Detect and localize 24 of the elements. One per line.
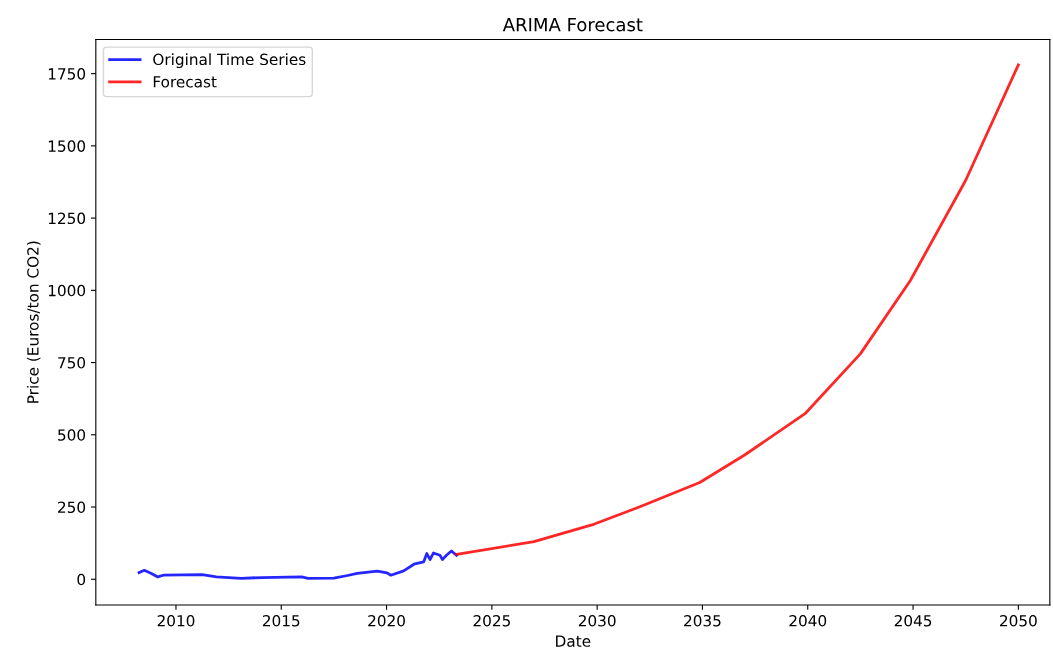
y-tick-label: 1500 [48,140,86,152]
y-tick-label: 1750 [48,68,86,80]
y-tick-label: 1250 [48,212,86,225]
x-tick-label: 2015 [262,614,300,627]
x-tick-label: 2050 [1000,614,1037,627]
y-tick-label: 1000 [48,284,86,297]
x-axis-title: Date [556,635,591,647]
x-tick-label: 2010 [157,614,195,627]
y-tick-label: 250 [58,501,86,514]
x-tick-label: 2020 [368,614,405,627]
x-tick-label: 2040 [789,614,827,627]
line-series [137,549,458,580]
y-tick-label: 750 [58,357,86,369]
x-tick-label: 2045 [894,614,932,627]
legend-label: Original Time Series [153,53,306,69]
y-tick-label: 500 [58,429,86,441]
x-tick-label: 2025 [473,614,510,627]
line-series [455,63,1020,556]
x-tick-label: 2030 [578,614,616,627]
x-tick-label: 2035 [684,614,721,627]
y-axis-title: Price (Euros/ton CO2) [26,241,41,403]
chart-title: ARIMA Forecast [502,18,643,32]
y-tick-label: 0 [77,573,86,586]
legend-label: Forecast [153,76,217,88]
